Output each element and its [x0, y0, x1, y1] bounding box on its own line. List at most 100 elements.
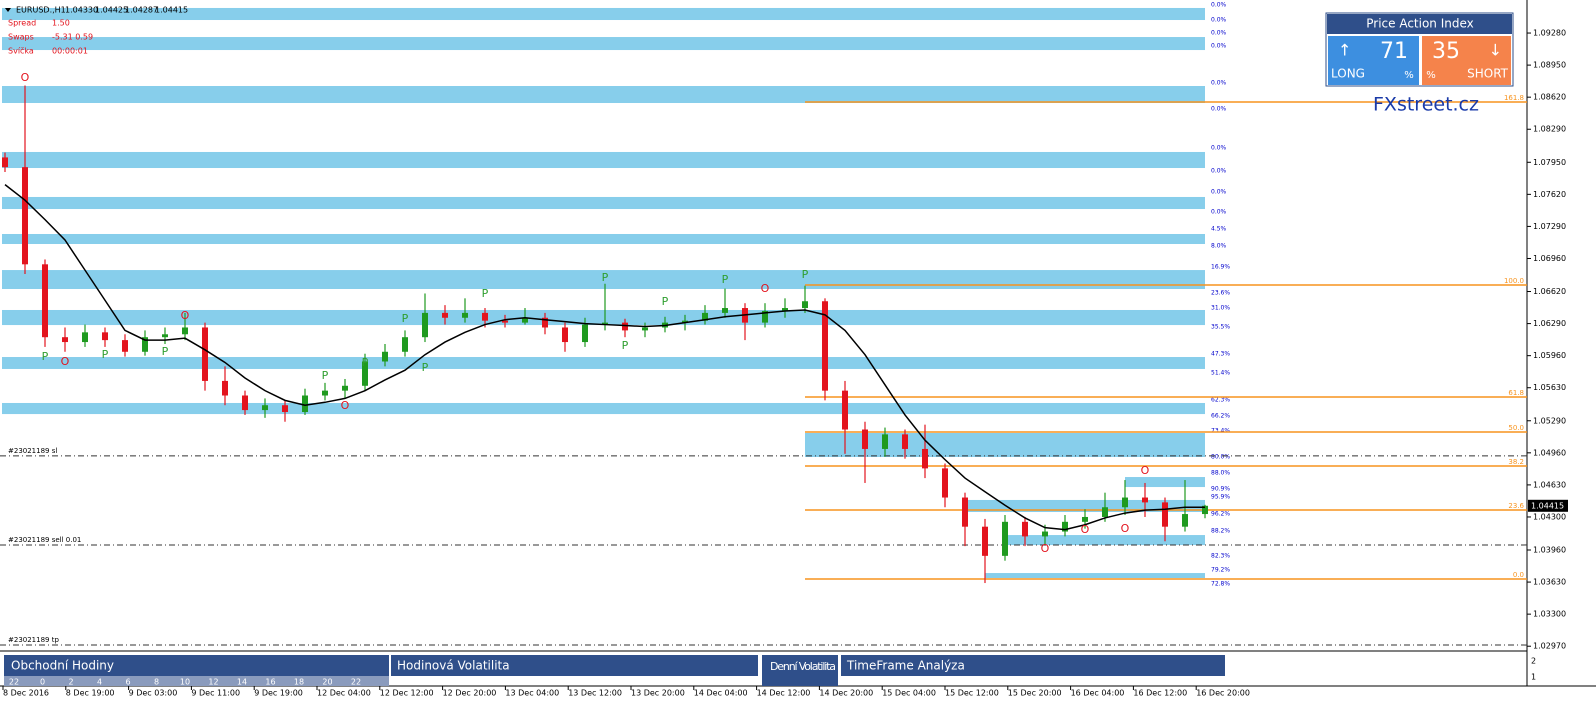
zone-level-label: 88.0%	[1211, 470, 1230, 477]
candle-body	[562, 327, 568, 343]
candle-body	[542, 317, 548, 328]
candle-body	[942, 468, 948, 498]
candle-body	[762, 310, 768, 323]
info-label: Spread	[8, 19, 36, 28]
y-tick-label: 1.06620	[1533, 287, 1566, 296]
signal: O	[341, 399, 350, 412]
x-tick-label: 13 Dec 20:00	[631, 689, 685, 698]
zone-level-label: 31.0%	[1211, 305, 1230, 312]
x-tick-label: 9 Dec 11:00	[191, 689, 240, 698]
zone-level-label: 66.2%	[1211, 413, 1230, 420]
menu-arrow	[5, 8, 11, 12]
zone-level-label: 0.0%	[1211, 17, 1227, 24]
sub-axis-label: 1	[1531, 673, 1536, 682]
info-label: Swaps	[8, 33, 34, 42]
hour-label: 18	[294, 678, 304, 687]
candle-body	[1082, 516, 1088, 522]
x-tick-label: 14 Dec 20:00	[819, 689, 873, 698]
panel	[4, 655, 389, 676]
candle-body	[1202, 505, 1208, 515]
zone-level-label: 0.0%	[1211, 42, 1227, 49]
long-unit: %	[1404, 70, 1414, 81]
y-tick-label: 1.09280	[1533, 29, 1566, 38]
x-tick-label: 8 Dec 2016	[3, 689, 49, 698]
candle-body	[702, 312, 708, 321]
fib-label: 38.2	[1508, 458, 1524, 466]
x-tick-label: 12 Dec 20:00	[443, 689, 497, 698]
candle-body	[1102, 507, 1108, 517]
short-unit: %	[1426, 70, 1436, 81]
candle-body	[402, 337, 408, 352]
candle-body	[22, 167, 28, 265]
y-tick-label: 1.06960	[1533, 254, 1566, 263]
y-tick-label: 1.04630	[1533, 480, 1566, 489]
y-tick-label: 1.05630	[1533, 383, 1566, 392]
zone	[2, 7, 1205, 21]
x-tick-label: 14 Dec 12:00	[757, 689, 811, 698]
signal: P	[422, 361, 429, 374]
short-value: 35	[1432, 39, 1460, 64]
zone-level-label: 0.0%	[1211, 30, 1227, 37]
high: 1.04425	[95, 6, 128, 15]
candle-body	[582, 324, 588, 343]
info-value: 1.50	[52, 19, 70, 28]
candle-body	[642, 327, 648, 331]
zone-level-label: 0.0%	[1211, 106, 1227, 113]
panel-title: TimeFrame Analýza	[846, 659, 965, 673]
candle-body	[322, 390, 328, 396]
candle-body	[122, 340, 128, 352]
signal: P	[162, 345, 169, 358]
zone	[2, 270, 1205, 289]
zone-level-label: 90.9%	[1211, 485, 1230, 492]
signal: P	[362, 356, 369, 369]
current-price-label: 1.04415	[1531, 501, 1564, 510]
candle-body	[202, 327, 208, 381]
x-tick-label: 15 Dec 12:00	[945, 689, 999, 698]
long-box	[1328, 36, 1419, 85]
x-tick-label: 15 Dec 20:00	[1008, 689, 1062, 698]
x-tick-label: 9 Dec 19:00	[254, 689, 303, 698]
candle-body	[102, 332, 108, 341]
y-tick-label: 1.03630	[1533, 578, 1566, 587]
candle-body	[442, 312, 448, 318]
zone-level-label: 47.3%	[1211, 351, 1230, 358]
zone	[2, 196, 1205, 210]
hour-label: 0	[40, 678, 45, 687]
signal: O	[1121, 522, 1130, 535]
y-tick-label: 1.07950	[1533, 158, 1566, 167]
y-tick-label: 1.03300	[1533, 610, 1566, 619]
panel-title: Obchodní Hodiny	[11, 659, 114, 673]
candle-body	[982, 526, 988, 556]
candle-body	[422, 312, 428, 338]
signal: O	[761, 282, 770, 295]
zone-level-label: 0.0%	[1211, 1, 1227, 8]
candle-body	[482, 312, 488, 321]
candle-body	[1062, 521, 1068, 532]
y-tick-label: 1.08950	[1533, 61, 1566, 70]
x-tick-label: 14 Dec 04:00	[694, 689, 748, 698]
y-tick-label: 1.04300	[1533, 512, 1566, 521]
candle-body	[842, 390, 848, 430]
candle-body	[1122, 497, 1128, 508]
y-tick-label: 1.07620	[1533, 190, 1566, 199]
x-tick-label: 16 Dec 20:00	[1196, 689, 1250, 698]
long-value: 71	[1380, 39, 1408, 64]
hour-label: 14	[237, 678, 247, 687]
zone-level-label: 4.5%	[1211, 226, 1227, 233]
candle-body	[362, 361, 368, 386]
zone-level-label: 82.3%	[1211, 553, 1230, 560]
zone	[2, 233, 1205, 245]
signal: O	[1041, 542, 1050, 555]
zone	[2, 402, 1205, 415]
candle-body	[922, 448, 928, 469]
panel-title: Denní Volatilita	[770, 660, 836, 673]
candle-body	[282, 405, 288, 413]
x-tick-label: 9 Dec 03:00	[129, 689, 178, 698]
signal: O	[1081, 523, 1090, 536]
fib-label: 61.8	[1508, 389, 1524, 397]
fib-label: 50.0	[1508, 424, 1524, 432]
x-tick-label: 12 Dec 04:00	[317, 689, 371, 698]
fib-label: 23.6	[1508, 502, 1524, 510]
x-tick-label: 12 Dec 12:00	[380, 689, 434, 698]
candle-body	[42, 264, 48, 338]
